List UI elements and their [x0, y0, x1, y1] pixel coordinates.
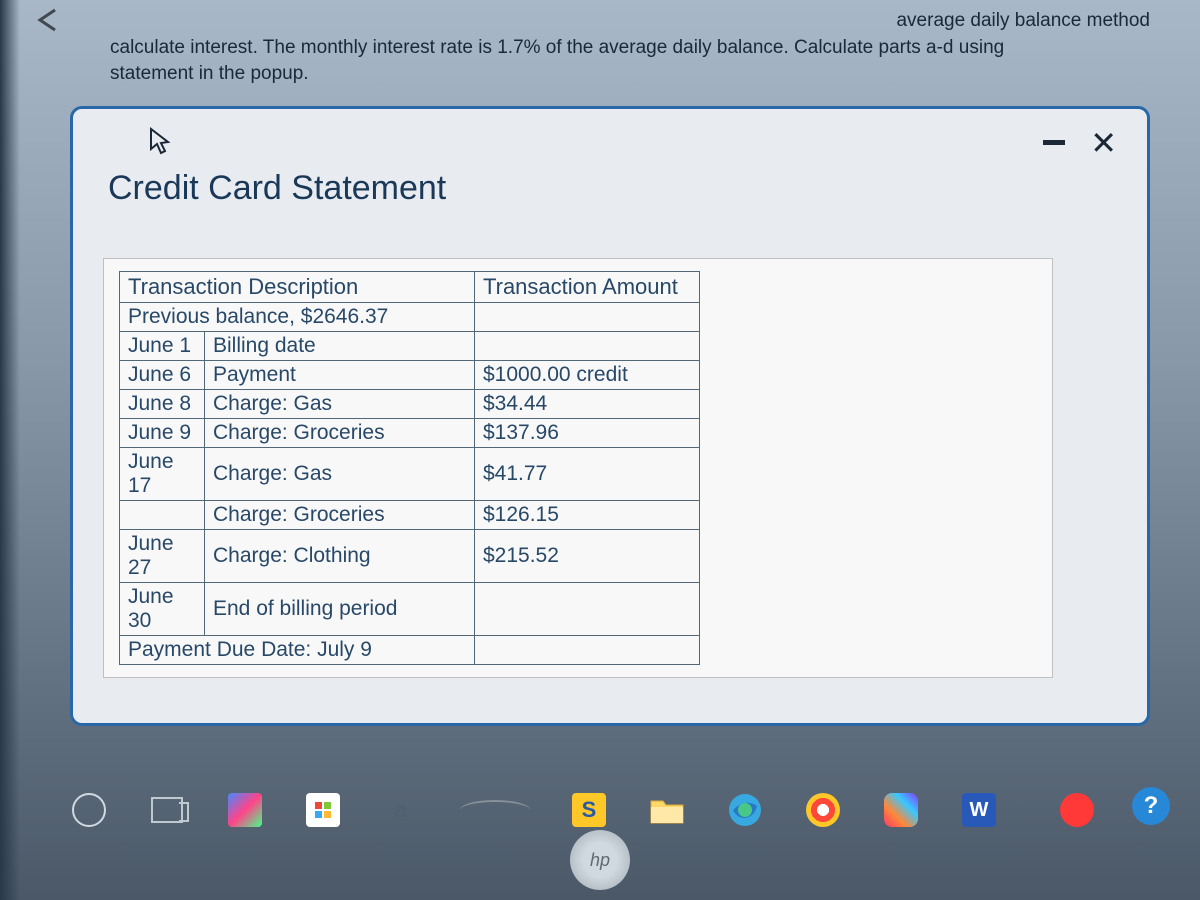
- screen-left-edge: [0, 0, 20, 900]
- cell-date: June 6: [120, 360, 205, 389]
- help-button[interactable]: ?: [1132, 787, 1170, 825]
- cell-date: June 8: [120, 389, 205, 418]
- table-row: June 6 Payment $1000.00 credit: [120, 360, 700, 389]
- cell-desc: Charge: Groceries: [205, 418, 475, 447]
- amazon-icon[interactable]: a: [382, 791, 420, 829]
- cell-date: June 9: [120, 418, 205, 447]
- table-row: June 27 Charge: Clothing $215.52: [120, 529, 700, 582]
- cell-date: June 30: [120, 582, 205, 635]
- cell-amount: [475, 635, 700, 664]
- popup-title: Credit Card Statement: [108, 169, 1117, 208]
- cell-desc: Charge: Gas: [205, 447, 475, 500]
- chrome-browser-icon[interactable]: [804, 791, 842, 829]
- ms-store-icon[interactable]: [226, 791, 264, 829]
- table-header-row: Transaction Description Transaction Amou…: [120, 271, 700, 302]
- settings-icon[interactable]: [882, 791, 920, 829]
- window-controls: ✕: [1043, 127, 1117, 159]
- table-row: Charge: Groceries $126.15: [120, 500, 700, 529]
- statement-content-box: Transaction Description Transaction Amou…: [103, 258, 1053, 678]
- problem-text-line2: statement in the popup.: [110, 63, 309, 84]
- app-s-icon[interactable]: S: [570, 791, 608, 829]
- cell-desc: Billing date: [205, 331, 475, 360]
- table-row: June 9 Charge: Groceries $137.96: [120, 418, 700, 447]
- cell-date: June 17: [120, 447, 205, 500]
- cell-date: [120, 500, 205, 529]
- cell-amount: $41.77: [475, 447, 700, 500]
- cell-date: June 1: [120, 331, 205, 360]
- cell-amount: $34.44: [475, 389, 700, 418]
- network-icon[interactable]: [1058, 791, 1096, 829]
- cell-date: June 27: [120, 529, 205, 582]
- app-icon[interactable]: [304, 791, 342, 829]
- cell-amount: [475, 582, 700, 635]
- hp-logo: hp: [570, 830, 630, 890]
- file-explorer-icon[interactable]: [648, 791, 686, 829]
- cell-amount: $1000.00 credit: [475, 360, 700, 389]
- cell-desc: Charge: Groceries: [205, 500, 475, 529]
- payment-due-cell: Payment Due Date: July 9: [120, 635, 475, 664]
- previous-balance-cell: Previous balance, $2646.37: [120, 302, 475, 331]
- cell-desc: End of billing period: [205, 582, 475, 635]
- close-button[interactable]: ✕: [1090, 127, 1117, 159]
- cell-amount: $137.96: [475, 418, 700, 447]
- back-arrow-icon[interactable]: [30, 5, 70, 35]
- cell-desc: Charge: Clothing: [205, 529, 475, 582]
- problem-text-line1: calculate interest. The monthly interest…: [110, 37, 1004, 58]
- statement-table: Transaction Description Transaction Amou…: [119, 271, 700, 665]
- table-row: June 8 Charge: Gas $34.44: [120, 389, 700, 418]
- table-row: June 1 Billing date: [120, 331, 700, 360]
- table-row: June 30 End of billing period: [120, 582, 700, 635]
- edge-browser-icon[interactable]: [726, 791, 764, 829]
- cell-amount: $215.52: [475, 529, 700, 582]
- cell-amount: [475, 302, 700, 331]
- task-view-button[interactable]: [148, 791, 186, 829]
- minimize-button[interactable]: [1043, 140, 1065, 145]
- cell-desc: Payment: [205, 360, 475, 389]
- cell-amount: $126.15: [475, 500, 700, 529]
- cursor-icon: [148, 127, 174, 162]
- problem-text-top-fragment: average daily balance method: [896, 10, 1150, 31]
- cell-amount: [475, 331, 700, 360]
- cell-desc: Charge: Gas: [205, 389, 475, 418]
- table-row: June 17 Charge: Gas $41.77: [120, 447, 700, 500]
- start-button[interactable]: [70, 791, 108, 829]
- separator-line: [460, 800, 530, 820]
- table-row: Payment Due Date: July 9: [120, 635, 700, 664]
- word-icon[interactable]: W: [960, 791, 998, 829]
- popup-window: ✕ Credit Card Statement Transaction Desc…: [70, 106, 1150, 726]
- header-amount: Transaction Amount: [475, 271, 700, 302]
- table-row: Previous balance, $2646.37: [120, 302, 700, 331]
- problem-statement: average daily balance method calculate i…: [0, 0, 1200, 96]
- header-description: Transaction Description: [120, 271, 475, 302]
